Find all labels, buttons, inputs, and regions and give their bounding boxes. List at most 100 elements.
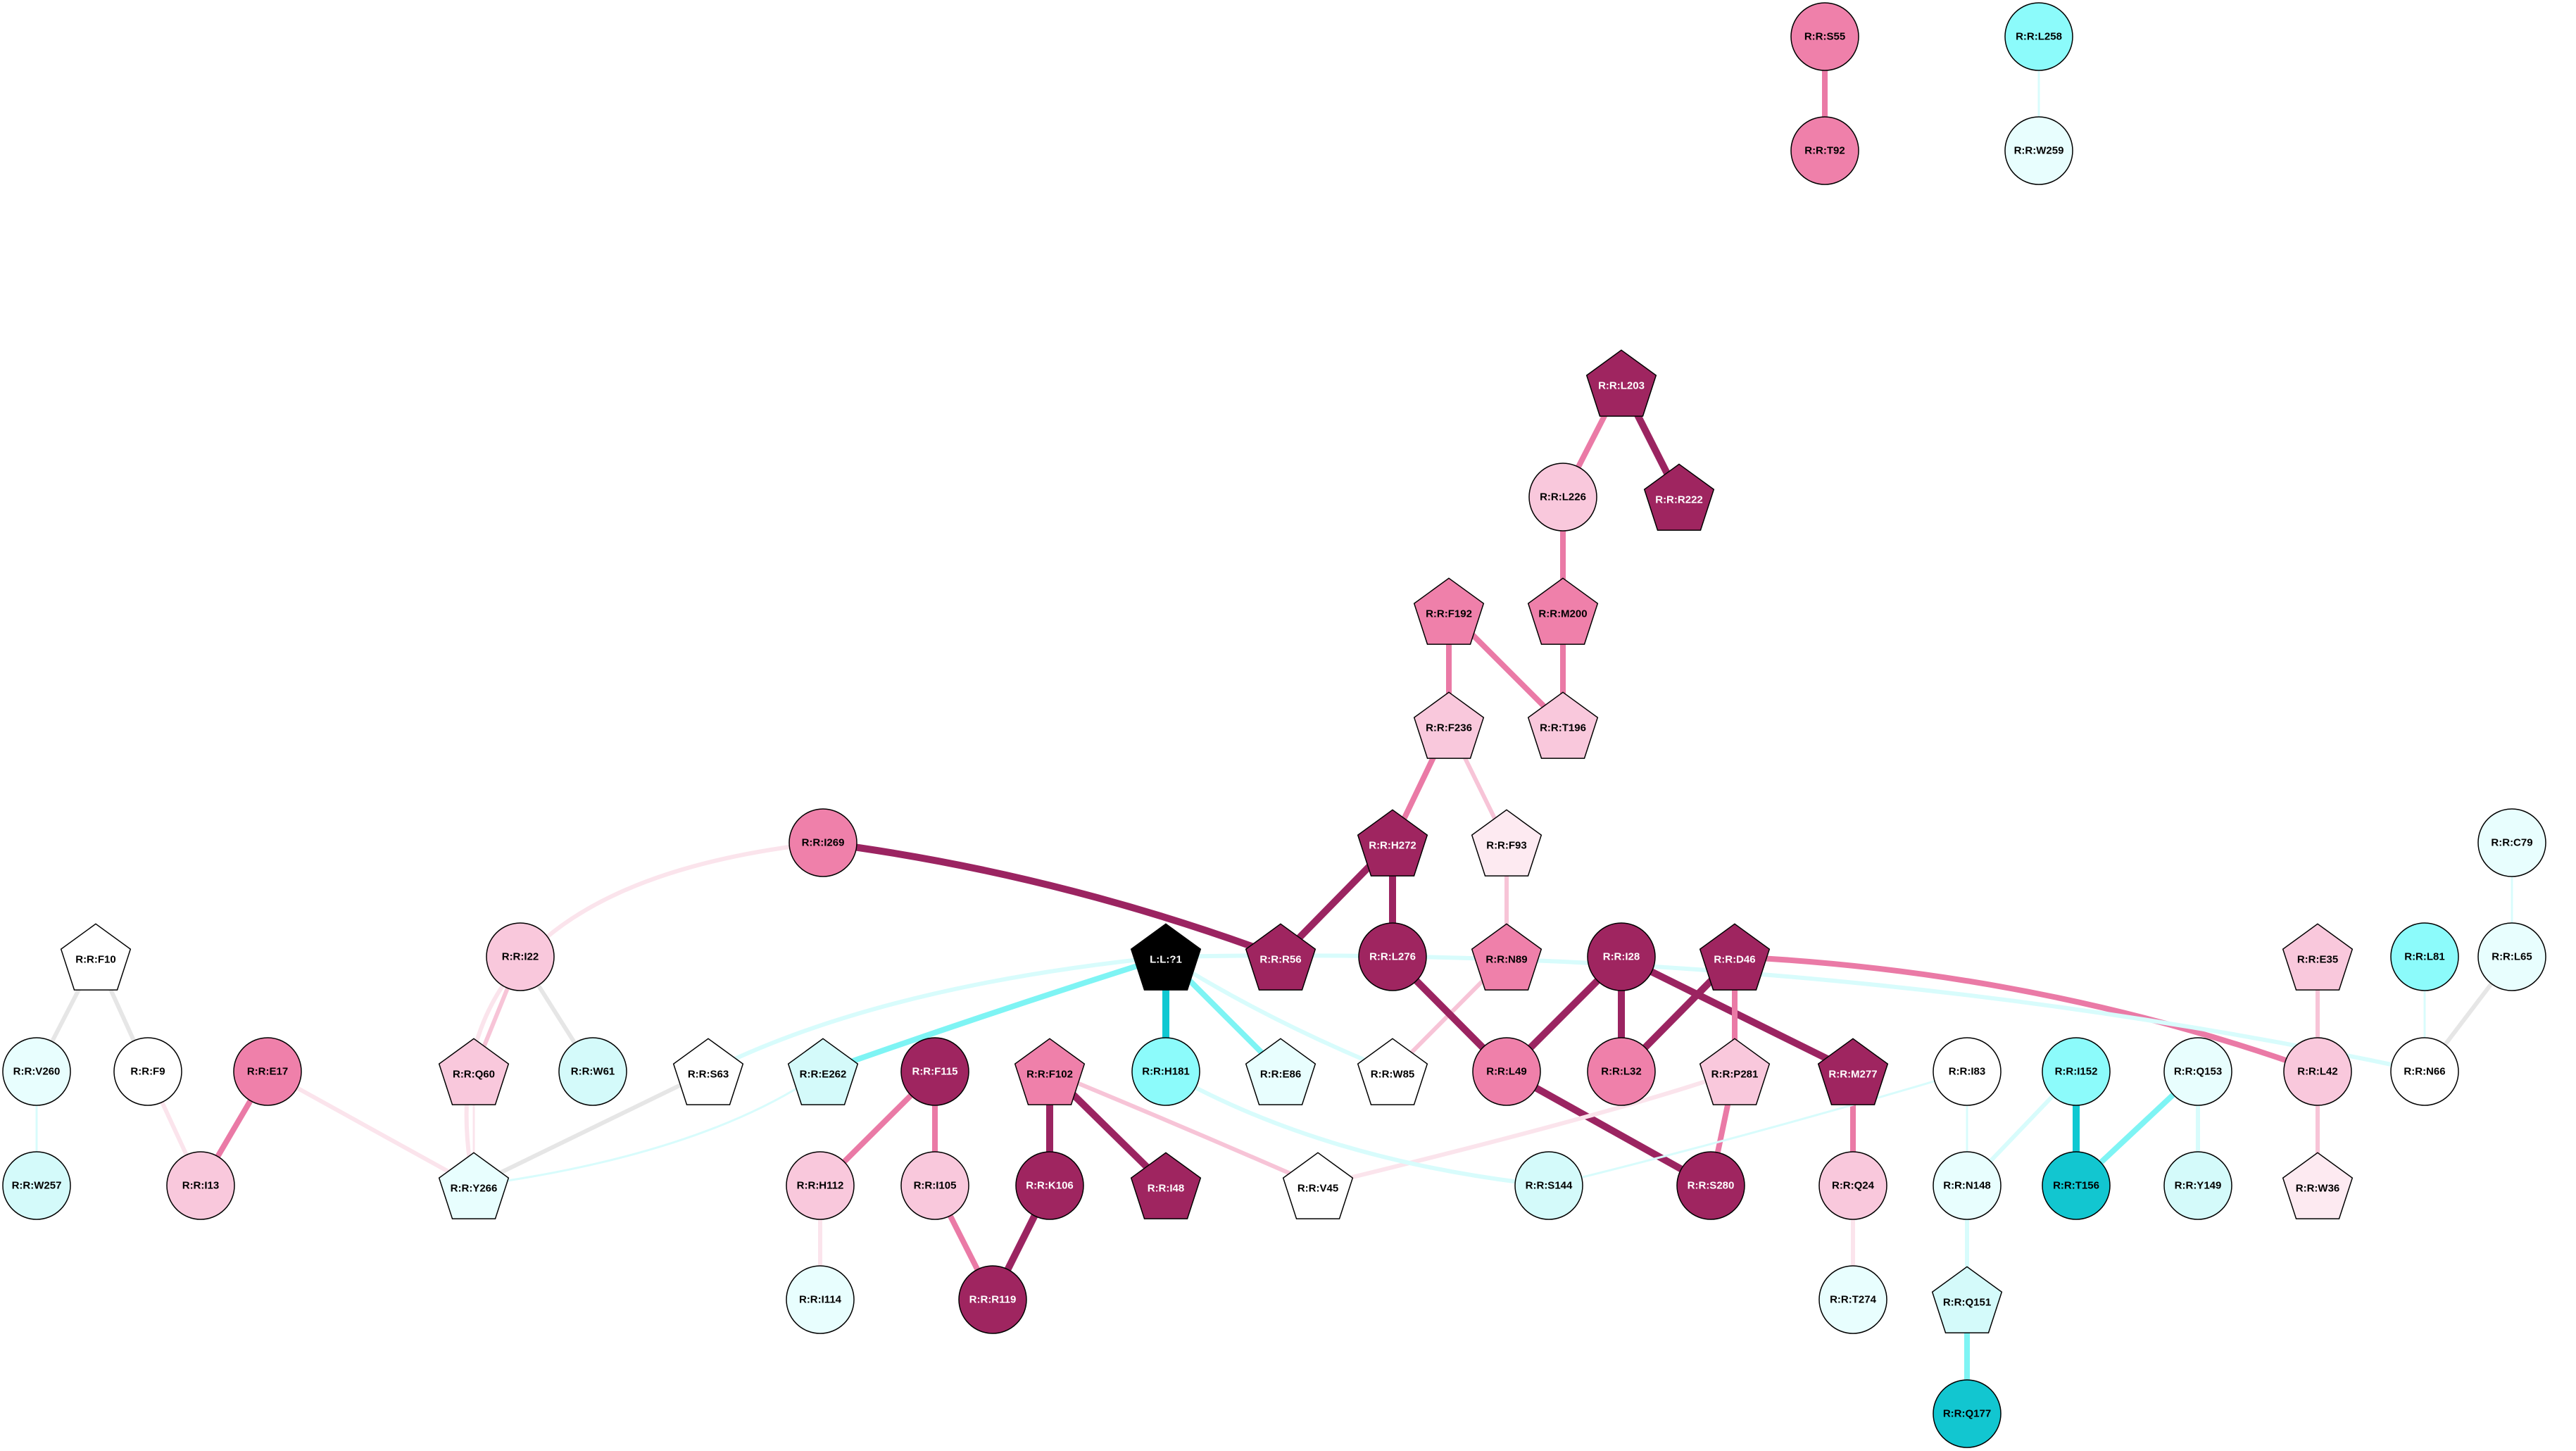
node-label: R:R:F236 — [1426, 722, 1472, 734]
node-label: R:R:H112 — [797, 1180, 844, 1192]
node-r-r-s280: R:R:S280 — [1676, 1151, 1745, 1220]
node-circle-shape — [2004, 116, 2073, 185]
node-label: R:R:L42 — [2297, 1066, 2338, 1078]
edge-l-l-1-to-r-r-e262 — [820, 954, 1169, 1074]
node-r-r-n89: R:R:N89 — [1471, 923, 1543, 991]
node-label: R:R:I269 — [802, 837, 845, 849]
node-circle-shape — [1514, 1151, 1583, 1220]
node-label: R:R:E17 — [247, 1066, 288, 1078]
node-circle-shape — [900, 1037, 969, 1106]
edge-l-l-1-to-r-r-s63 — [706, 955, 1168, 1074]
node-circle-shape — [2163, 1151, 2232, 1220]
node-r-r-e35: R:R:E35 — [2282, 923, 2354, 991]
node-r-r-f93: R:R:F93 — [1471, 809, 1543, 877]
node-label: R:R:F9 — [130, 1066, 165, 1078]
node-pentagon-shape — [1413, 691, 1485, 759]
node-r-r-i269: R:R:I269 — [788, 808, 857, 877]
node-r-r-f236: R:R:F236 — [1413, 691, 1485, 759]
node-r-r-v260: R:R:V260 — [2, 1037, 71, 1106]
node-r-r-i28: R:R:I28 — [1587, 922, 1656, 991]
node-r-r-i22: R:R:I22 — [486, 922, 555, 991]
node-r-r-l32: R:R:L32 — [1587, 1037, 1656, 1106]
node-pentagon-shape — [1585, 349, 1657, 417]
node-pentagon-shape — [1357, 1038, 1428, 1105]
edge-r-r-i269-to-r-r-y266 — [464, 841, 825, 1188]
node-circle-shape — [558, 1037, 627, 1106]
node-label: R:R:F115 — [912, 1066, 957, 1078]
node-label: R:R:I152 — [2055, 1066, 2098, 1078]
node-label: R:R:I83 — [1949, 1066, 1986, 1078]
node-r-r-l258: R:R:L258 — [2004, 2, 2073, 71]
node-r-r-f192: R:R:F192 — [1413, 577, 1485, 645]
node-label: R:R:H272 — [1369, 840, 1416, 852]
edge-r-r-f102-to-r-r-v45 — [1048, 1069, 1320, 1188]
node-r-r-l42: R:R:L42 — [2283, 1037, 2352, 1106]
node-r-r-l65: R:R:L65 — [2477, 922, 2546, 991]
node-r-r-f102: R:R:F102 — [1014, 1038, 1086, 1105]
node-circle-shape — [2, 1037, 71, 1106]
node-r-r-e262: R:R:E262 — [787, 1038, 859, 1105]
edge-r-r-i269-to-r-r-r56 — [819, 839, 1284, 960]
node-label: R:R:L65 — [2492, 951, 2532, 963]
node-pentagon-shape — [1643, 463, 1715, 531]
node-label: R:R:T92 — [1804, 145, 1845, 157]
edge-r-r-e17-to-r-r-y266 — [265, 1069, 476, 1188]
node-label: R:R:Q153 — [2174, 1066, 2222, 1078]
node-label: R:R:Q60 — [453, 1069, 495, 1081]
edge-r-r-l49-to-r-r-s280 — [1503, 1068, 1714, 1189]
node-label: R:R:T196 — [1540, 722, 1586, 734]
node-circle-shape — [1358, 922, 1427, 991]
node-circle-shape — [2390, 922, 2459, 991]
node-label: R:R:I48 — [1148, 1183, 1185, 1195]
node-label: R:R:E86 — [1260, 1069, 1301, 1081]
node-r-r-s144: R:R:S144 — [1514, 1151, 1583, 1220]
node-label: R:R:T274 — [1830, 1294, 1877, 1306]
node-label: R:R:T156 — [2053, 1180, 2099, 1192]
node-pentagon-shape — [60, 923, 132, 991]
node-circle-shape — [786, 1151, 855, 1220]
node-pentagon-shape — [2282, 1152, 2354, 1219]
node-r-r-r119: R:R:R119 — [958, 1265, 1027, 1334]
node-circle-shape — [1933, 1151, 2002, 1220]
node-label: R:R:F102 — [1026, 1069, 1073, 1081]
node-label: R:R:L49 — [1486, 1066, 1527, 1078]
node-pentagon-shape — [438, 1038, 510, 1105]
node-r-r-l49: R:R:L49 — [1472, 1037, 1541, 1106]
node-circle-shape — [1818, 1151, 1887, 1220]
node-r-r-q151: R:R:Q151 — [1931, 1266, 2003, 1333]
node-r-r-i48: R:R:I48 — [1130, 1152, 1202, 1219]
node-pentagon-shape — [1931, 1266, 2003, 1333]
node-pentagon-shape — [1471, 809, 1543, 877]
node-label: R:R:W85 — [1371, 1069, 1415, 1081]
node-r-r-t196: R:R:T196 — [1527, 691, 1599, 759]
node-pentagon-shape — [1471, 923, 1543, 991]
node-r-r-r222: R:R:R222 — [1643, 463, 1715, 531]
node-label: R:R:I13 — [182, 1180, 220, 1192]
node-label: R:R:M200 — [1538, 608, 1587, 620]
node-r-r-w61: R:R:W61 — [558, 1037, 627, 1106]
node-r-r-f115: R:R:F115 — [900, 1037, 969, 1106]
node-pentagon-shape — [1699, 1038, 1771, 1105]
node-pentagon-shape — [1527, 691, 1599, 759]
node-label: R:R:Y266 — [451, 1183, 498, 1195]
node-pentagon-shape — [1130, 923, 1202, 991]
node-pentagon-shape — [1413, 577, 1485, 645]
edge-r-r-h181-to-r-r-s144 — [1164, 1069, 1551, 1188]
node-label: R:R:R119 — [969, 1294, 1017, 1306]
edge-layer — [34, 34, 2514, 1417]
node-circle-shape — [1790, 116, 1859, 185]
node-pentagon-shape — [438, 1152, 510, 1219]
node-r-r-w259: R:R:W259 — [2004, 116, 2073, 185]
node-label: R:R:W259 — [2014, 145, 2064, 157]
node-circle-shape — [1528, 463, 1597, 532]
node-r-r-r56: R:R:R56 — [1245, 923, 1317, 991]
node-label: R:R:Q24 — [1832, 1180, 1875, 1192]
node-r-r-e17: R:R:E17 — [233, 1037, 302, 1106]
node-label: R:R:L32 — [1601, 1066, 1642, 1078]
node-r-r-e86: R:R:E86 — [1245, 1038, 1317, 1105]
node-label: R:R:S144 — [1526, 1180, 1573, 1192]
node-r-r-k106: R:R:K106 — [1015, 1151, 1084, 1220]
node-label: R:R:E262 — [800, 1069, 847, 1081]
node-r-r-l226: R:R:L226 — [1528, 463, 1597, 532]
